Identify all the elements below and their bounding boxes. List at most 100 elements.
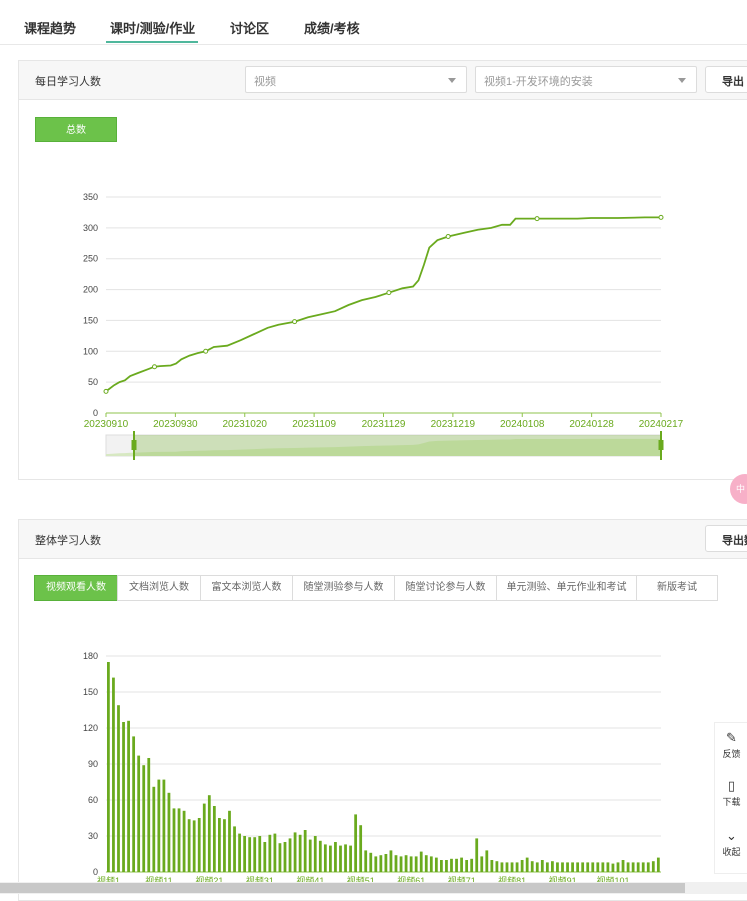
subtab-richtext-views[interactable]: 富文本浏览人数: [200, 575, 293, 601]
data-point: [534, 216, 540, 222]
bar: [132, 736, 136, 872]
bar: [606, 862, 610, 872]
chevron-down-icon: [678, 78, 686, 83]
active-tab-indicator: [106, 41, 198, 43]
bar: [253, 837, 257, 872]
tab-course-trend[interactable]: 课程趋势: [24, 21, 77, 36]
bar: [192, 820, 196, 872]
chevron-down-icon: [448, 78, 456, 83]
data-point: [292, 319, 298, 325]
subtab-video-views[interactable]: 视频观看人数: [34, 575, 118, 601]
bar: [318, 840, 322, 872]
subtab-quiz-participants[interactable]: 随堂测验参与人数: [292, 575, 395, 601]
bar: [117, 705, 120, 872]
bar: [329, 845, 332, 872]
bar: [197, 818, 201, 872]
bar: [399, 856, 403, 872]
bar: [571, 862, 574, 872]
x-tick-label: 20240217: [639, 419, 684, 430]
bar: [243, 836, 247, 872]
y-tick-label: 50: [88, 377, 98, 387]
data-point: [386, 290, 392, 296]
bar: [409, 856, 413, 872]
tab-discussion[interactable]: 讨论区: [230, 21, 270, 36]
bar: [167, 792, 171, 872]
bar: [369, 852, 373, 872]
bar: [273, 833, 277, 872]
bar: [611, 863, 615, 872]
x-tick-label: 20240108: [500, 419, 545, 430]
y-tick-label: 300: [83, 223, 98, 233]
tab-lessons-quizzes-homework[interactable]: 课时/测验/作业: [110, 21, 196, 36]
bar: [364, 850, 368, 872]
y-tick-label: 0: [93, 408, 98, 418]
bar: [566, 862, 569, 872]
bar: [465, 860, 469, 872]
bar: [651, 861, 655, 872]
bar: [268, 834, 272, 872]
feedback-tool[interactable]: ✎ 反馈: [715, 723, 747, 760]
x-tick-label: 20230930: [153, 419, 198, 430]
bar: [515, 862, 519, 872]
bar: [535, 862, 539, 872]
bar: [495, 861, 499, 872]
item-select[interactable]: 视频1-开发环境的安装: [475, 66, 697, 93]
bar: [556, 862, 559, 872]
bar: [424, 855, 428, 872]
x-tick-label: 视频71: [448, 875, 476, 886]
overall-learners-panel: 整体学习人数 导出数 视频观看人数 文档浏览人数 富文本浏览人数 随堂测验参与人…: [18, 519, 747, 901]
download-tool[interactable]: ▯ 下载: [715, 771, 747, 808]
zoom-handle-grip: [131, 440, 137, 450]
chevron-circle-icon: ⌄: [726, 828, 737, 843]
subtab-discussion-participants[interactable]: 随堂讨论参与人数: [394, 575, 497, 601]
scrollbar-thumb[interactable]: [0, 883, 685, 893]
series-line: [105, 216, 661, 393]
type-select[interactable]: 视频: [245, 66, 467, 93]
y-tick-label: 250: [83, 254, 98, 264]
x-tick-label: 20230910: [84, 419, 129, 430]
bar: [182, 810, 186, 872]
y-tick-label: 350: [83, 192, 98, 202]
bar: [631, 862, 635, 872]
total-button[interactable]: 总数: [35, 117, 117, 142]
daily-learners-panel: 每日学习人数 视频 视频1-开发环境的安装 导出 总数: [18, 60, 747, 480]
subtab-unit-tests-exams[interactable]: 单元测验、单元作业和考试: [496, 575, 637, 601]
bar: [480, 856, 484, 872]
panel-header: 每日学习人数 视频 视频1-开发环境的安装 导出: [19, 61, 747, 100]
x-tick-label: 视频101: [597, 875, 630, 886]
y-tick-label: 150: [83, 687, 98, 697]
bar: [540, 860, 544, 872]
x-tick-label: 视频11: [145, 875, 172, 886]
x-tick-label: 20231129: [362, 419, 406, 430]
floating-help-badge[interactable]: 中: [730, 474, 747, 504]
bar: [450, 858, 453, 872]
bar: [162, 779, 166, 872]
y-tick-label: 180: [83, 651, 98, 661]
bar: [656, 857, 660, 872]
item-select-value: 视频1-开发环境的安装: [484, 76, 593, 88]
x-tick-label: 视频1: [97, 875, 120, 886]
x-tick-label: 视频21: [195, 875, 223, 886]
bar: [263, 842, 267, 872]
bar: [561, 862, 564, 872]
bar: [551, 861, 554, 872]
tab-grades[interactable]: 成绩/考核: [304, 21, 360, 36]
bar: [288, 838, 292, 872]
subtab-new-exam[interactable]: 新版考试: [636, 575, 718, 601]
bar: [490, 860, 494, 872]
bar: [248, 837, 252, 872]
collapse-tool[interactable]: ⌄ 收起: [715, 821, 747, 858]
subtab-document-views[interactable]: 文档浏览人数: [117, 575, 201, 601]
bar: [581, 862, 585, 872]
export-button[interactable]: 导出数: [705, 525, 747, 552]
horizontal-scrollbar[interactable]: [0, 882, 747, 894]
data-point: [103, 388, 109, 394]
bar: [334, 842, 337, 872]
bar: [349, 845, 352, 872]
bar: [419, 851, 423, 872]
export-button[interactable]: 导出: [705, 66, 747, 93]
bar: [505, 862, 509, 872]
bar: [510, 862, 514, 872]
y-tick-label: 100: [83, 346, 98, 356]
bar: [339, 845, 342, 872]
